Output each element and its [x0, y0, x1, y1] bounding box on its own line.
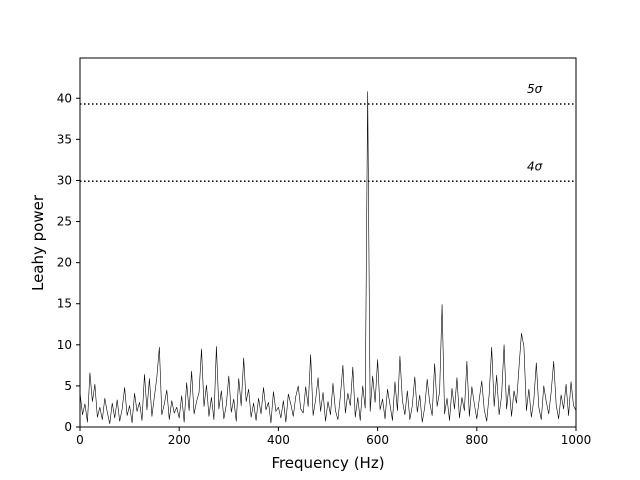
plot-frame	[79, 57, 577, 428]
x-axis-label: Frequency (Hz)	[271, 454, 384, 472]
spectrum-line	[79, 91, 577, 425]
y-tick-label: 15	[57, 297, 72, 311]
x-tick-label: 1000	[561, 433, 592, 447]
y-tick-label: 30	[57, 173, 72, 187]
x-tick-label: 400	[267, 433, 290, 447]
y-tick-label: 35	[57, 132, 72, 146]
x-tick-label: 600	[366, 433, 389, 447]
y-axis-label: Leahy power	[29, 194, 47, 291]
x-tick-label: 800	[465, 433, 488, 447]
y-tick-label: 5	[64, 379, 72, 393]
y-tick-label: 10	[57, 338, 72, 352]
y-tick-label: 40	[57, 91, 72, 105]
y-tick-label: 25	[57, 215, 72, 229]
threshold-label: 4σ	[527, 159, 543, 173]
x-tick-label: 0	[76, 433, 84, 447]
threshold-label: 5σ	[527, 82, 543, 96]
y-tick-label: 0	[64, 420, 72, 434]
x-tick-label: 200	[168, 433, 191, 447]
y-tick-label: 20	[57, 256, 72, 270]
